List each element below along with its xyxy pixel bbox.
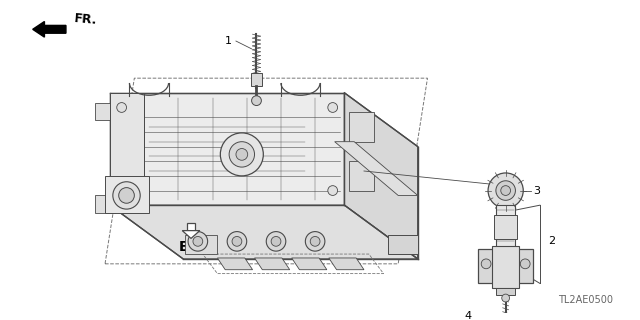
Polygon shape bbox=[95, 103, 115, 120]
Circle shape bbox=[227, 232, 246, 251]
Text: 4: 4 bbox=[465, 311, 472, 320]
Circle shape bbox=[193, 236, 203, 246]
Polygon shape bbox=[182, 231, 200, 238]
Polygon shape bbox=[496, 205, 515, 249]
Polygon shape bbox=[251, 73, 262, 86]
Text: 2: 2 bbox=[548, 236, 555, 246]
Polygon shape bbox=[349, 112, 374, 142]
Text: 1: 1 bbox=[225, 36, 232, 46]
Text: FR.: FR. bbox=[74, 12, 98, 28]
Polygon shape bbox=[95, 196, 115, 213]
Circle shape bbox=[118, 188, 134, 203]
Circle shape bbox=[220, 133, 263, 176]
Text: E-9: E-9 bbox=[179, 240, 204, 254]
Polygon shape bbox=[110, 205, 418, 259]
Circle shape bbox=[500, 186, 511, 196]
Circle shape bbox=[310, 236, 320, 246]
Circle shape bbox=[252, 96, 261, 106]
Polygon shape bbox=[349, 161, 374, 190]
Circle shape bbox=[305, 232, 325, 251]
Circle shape bbox=[236, 148, 248, 160]
Polygon shape bbox=[329, 258, 364, 270]
Polygon shape bbox=[187, 223, 195, 231]
Polygon shape bbox=[335, 142, 418, 196]
Circle shape bbox=[520, 259, 530, 269]
Circle shape bbox=[328, 186, 337, 196]
Polygon shape bbox=[292, 258, 327, 270]
Polygon shape bbox=[110, 93, 344, 205]
Polygon shape bbox=[344, 93, 418, 259]
Circle shape bbox=[113, 182, 140, 209]
Polygon shape bbox=[494, 215, 517, 239]
Text: 3: 3 bbox=[533, 186, 540, 196]
Circle shape bbox=[116, 103, 127, 112]
Circle shape bbox=[229, 142, 255, 167]
FancyArrow shape bbox=[33, 21, 66, 37]
Circle shape bbox=[116, 186, 127, 196]
Polygon shape bbox=[185, 235, 218, 254]
Polygon shape bbox=[496, 288, 515, 295]
Circle shape bbox=[502, 294, 509, 302]
Text: TL2AE0500: TL2AE0500 bbox=[558, 295, 613, 305]
Polygon shape bbox=[388, 235, 418, 254]
Polygon shape bbox=[492, 246, 519, 288]
Polygon shape bbox=[218, 258, 253, 270]
Polygon shape bbox=[110, 93, 144, 205]
Circle shape bbox=[496, 181, 515, 200]
Polygon shape bbox=[255, 258, 290, 270]
Polygon shape bbox=[105, 176, 149, 213]
Circle shape bbox=[188, 232, 207, 251]
Polygon shape bbox=[478, 249, 533, 284]
Circle shape bbox=[232, 236, 242, 246]
Circle shape bbox=[328, 103, 337, 112]
Circle shape bbox=[271, 236, 281, 246]
Circle shape bbox=[488, 173, 524, 208]
Circle shape bbox=[481, 259, 491, 269]
Circle shape bbox=[266, 232, 286, 251]
